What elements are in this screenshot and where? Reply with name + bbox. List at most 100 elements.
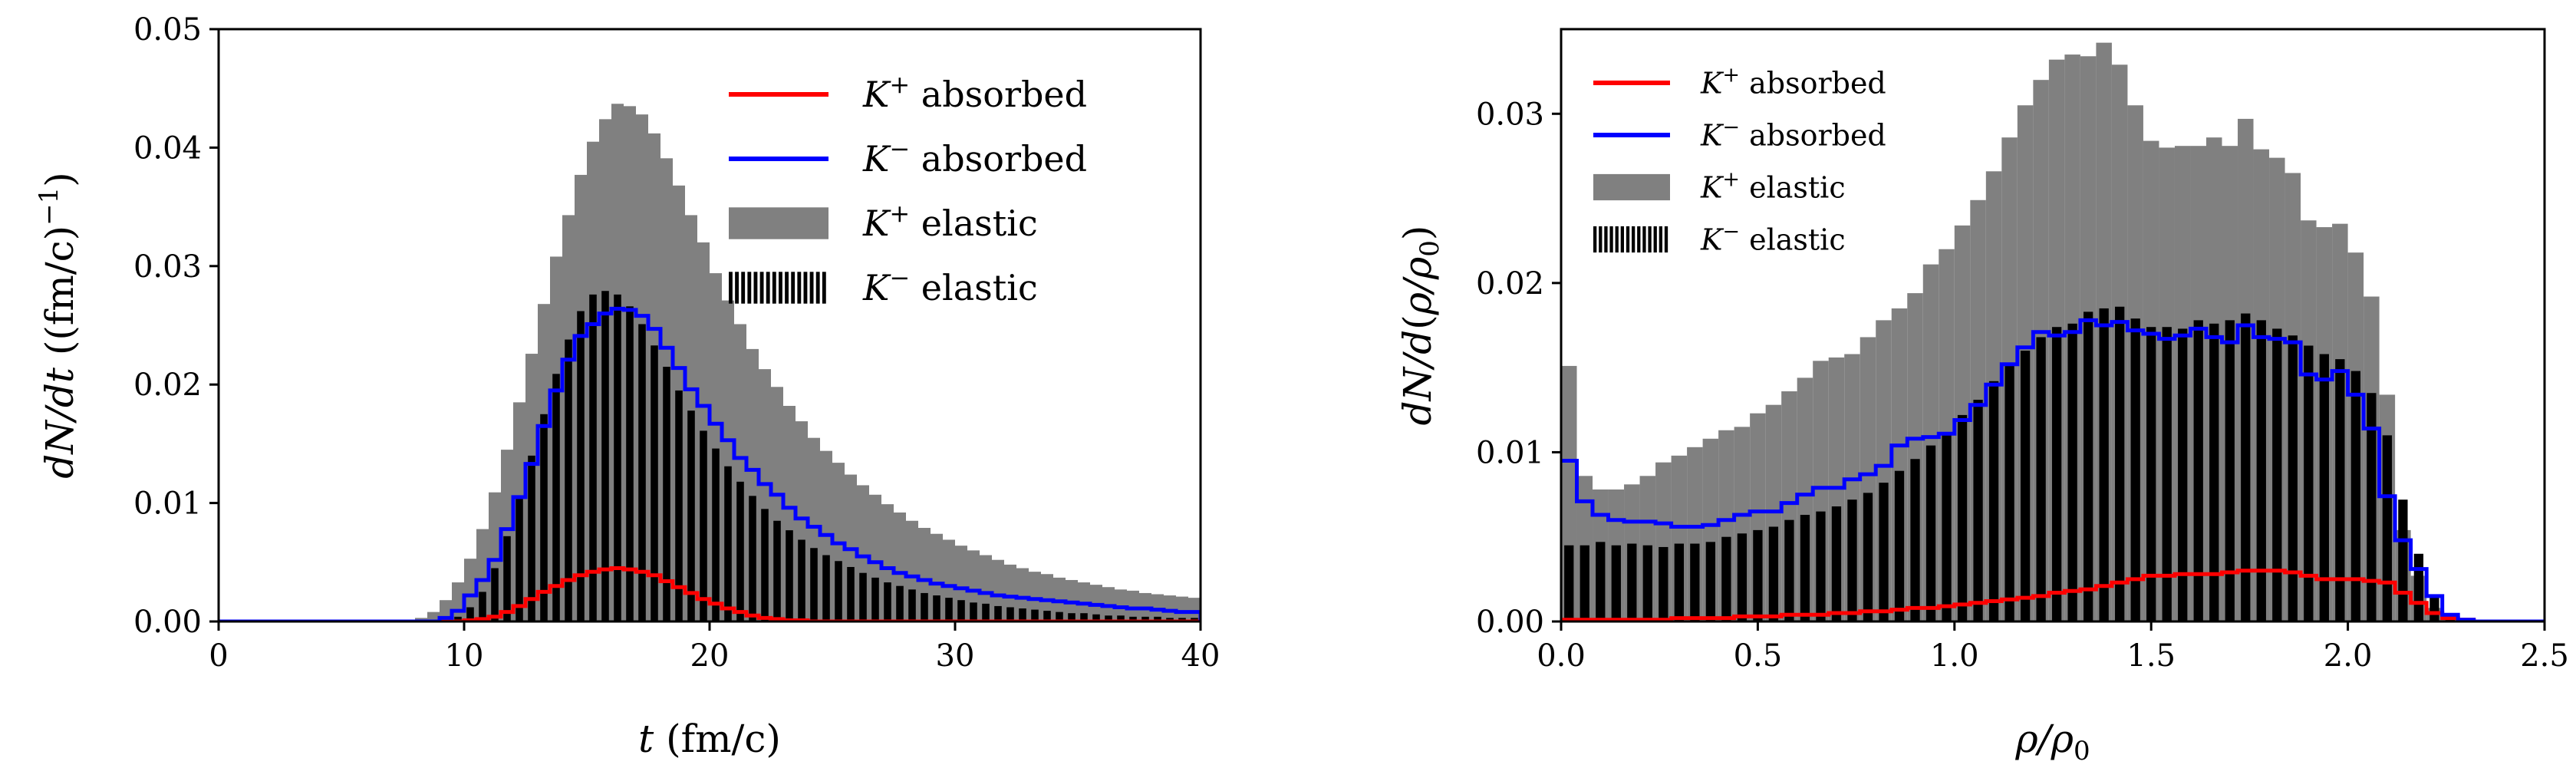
axes-frame — [1560, 28, 2546, 623]
bar-k-minus-elastic-39 — [700, 430, 707, 621]
legend-handle-k-elastic — [1593, 173, 1670, 201]
bar-k-minus-elastic-44 — [761, 509, 769, 621]
bar-k-minus-elastic-15 — [1800, 515, 1810, 621]
bar-k-minus-elastic-35 — [2115, 306, 2125, 621]
x-tick-label: 1.5 — [2126, 638, 2176, 674]
bar-k-minus-elastic-39 — [2178, 328, 2188, 621]
bar-k-minus-elastic-55 — [2429, 595, 2439, 621]
bar-k-minus-elastic-62 — [982, 603, 990, 621]
legend-hatch-bar — [1620, 226, 1624, 253]
bar-k-minus-elastic-21 — [479, 592, 486, 621]
bar-k-minus-elastic-13 — [1768, 526, 1779, 621]
bar-k-minus-elastic-7 — [1674, 543, 1684, 621]
bar-k-plus-elastic-17 — [427, 612, 440, 621]
bar-k-minus-elastic-8 — [1690, 543, 1700, 621]
bar-k-plus-elastic-66 — [1029, 572, 1041, 621]
x-axis-label: t (fm/c) — [638, 717, 781, 761]
bar-k-minus-elastic-55 — [896, 585, 904, 621]
bar-k-minus-elastic-47 — [2304, 345, 2314, 621]
legend-hatch-bar — [803, 272, 808, 304]
bar-k-minus-elastic-67 — [1043, 611, 1051, 621]
step-line-k-absorbed — [219, 566, 1201, 621]
bar-k-minus-elastic-75 — [1141, 616, 1149, 621]
bar-k-minus-elastic-72 — [1105, 615, 1112, 621]
legend-hatch-bar — [759, 272, 764, 304]
bar-k-minus-elastic-44 — [2256, 320, 2266, 621]
x-axis-label: ρ/ρ0 — [2014, 717, 2090, 766]
bar-k-minus-elastic-18 — [1847, 499, 1857, 621]
x-tick-label: 2.0 — [2324, 638, 2373, 674]
bar-k-minus-elastic-59 — [945, 598, 953, 621]
bar-k-minus-elastic-48 — [810, 548, 818, 621]
y-axis-label: dN/dt ((fm/c)−1) — [34, 172, 82, 479]
right-panel-density-distribution: 0.0 0.5 1.0 1.5 2.0 2.5 0.00 0.01 0.02 0.03 ρ/ρ0 dN… — [1395, 28, 2569, 766]
bar-k-minus-elastic-56 — [908, 589, 916, 621]
bar-k-minus-elastic-43 — [749, 496, 756, 621]
legend-label-k-elastic: K− elastic — [862, 263, 1038, 308]
bar-k-plus-elastic-77 — [1164, 595, 1176, 621]
y-tick-label: 0.00 — [1476, 605, 1544, 640]
bar-k-minus-elastic-42 — [736, 481, 744, 621]
y-tick-label: 0.02 — [133, 368, 202, 403]
bar-k-minus-elastic-29 — [577, 311, 585, 621]
step-line-k-absorbed — [219, 306, 1201, 621]
bar-k-minus-elastic-22 — [491, 568, 499, 621]
bar-k-minus-elastic-2 — [1596, 542, 1606, 621]
bar-k-minus-elastic-5 — [1642, 545, 1652, 621]
x-tick-label: 10 — [445, 638, 484, 674]
x-tick-label: 0.5 — [1734, 638, 1783, 674]
legend-hatch-bar — [815, 272, 820, 304]
bar-k-minus-elastic-19 — [454, 616, 462, 621]
bar-k-minus-elastic-42 — [2225, 320, 2235, 621]
bar-k-minus-elastic-76 — [1154, 616, 1161, 621]
bar-k-minus-elastic-28 — [2004, 365, 2014, 621]
bar-k-minus-elastic-53 — [2398, 499, 2408, 621]
bar-k-minus-elastic-41 — [2209, 323, 2219, 621]
x-tick-label: 0.0 — [1537, 638, 1586, 674]
legend-hatch-bar — [1632, 226, 1636, 253]
bar-k-minus-elastic-21 — [1894, 470, 1905, 621]
y-tick-label: 0.03 — [133, 249, 202, 285]
bar-k-minus-elastic-40 — [712, 448, 720, 621]
x-tick-label: 1.0 — [1930, 638, 1979, 674]
legend-hatch-bar — [809, 272, 814, 304]
bar-k-minus-elastic-50 — [835, 561, 842, 621]
bar-k-minus-elastic-10 — [1721, 536, 1731, 621]
legend-hatch-bar — [1653, 226, 1657, 253]
y-tick-label: 0.05 — [133, 12, 202, 48]
legend-hatch-bar — [1659, 226, 1662, 253]
bar-k-minus-elastic-49 — [822, 555, 830, 621]
plot-area — [1561, 42, 2545, 621]
bar-k-minus-elastic-3 — [1611, 545, 1621, 621]
bar-k-minus-elastic-46 — [2288, 335, 2298, 621]
legend-hatch-bar — [729, 272, 733, 304]
bar-k-minus-elastic-32 — [2067, 323, 2077, 621]
bar-k-minus-elastic-52 — [2382, 435, 2393, 621]
legend-hatch-bar — [1642, 226, 1646, 253]
bar-k-minus-elastic-51 — [2367, 393, 2377, 621]
bar-k-minus-elastic-37 — [2146, 327, 2156, 621]
legend-handle-k-elastic — [1593, 226, 1668, 253]
bar-k-minus-elastic-46 — [786, 530, 793, 621]
bar-k-minus-elastic-25 — [1957, 414, 1968, 621]
bar-k-minus-elastic-40 — [2193, 320, 2203, 621]
bar-k-minus-elastic-24 — [1942, 435, 1952, 621]
x-tick-label: 40 — [1181, 638, 1220, 674]
legend-hatch-bar — [753, 272, 758, 304]
legend-hatch-bar — [1648, 226, 1652, 253]
bar-k-minus-elastic-74 — [1129, 616, 1137, 621]
bar-k-minus-elastic-54 — [2413, 553, 2424, 621]
bar-k-minus-elastic-26 — [1973, 400, 1983, 621]
legend-hatch-bar — [791, 272, 796, 304]
bar-k-minus-elastic-16 — [1816, 511, 1826, 621]
bar-k-minus-elastic-47 — [798, 539, 805, 621]
bar-k-plus-elastic-20 — [464, 559, 476, 621]
y-tick-label: 0.04 — [133, 130, 202, 166]
x-tick-label: 0 — [209, 638, 228, 674]
legend-hatch-bar — [779, 272, 782, 304]
legend-label-k-absorbed: K− absorbed — [1700, 115, 1886, 152]
bar-k-minus-elastic-69 — [1068, 613, 1076, 621]
bar-k-minus-elastic-28 — [565, 339, 572, 621]
legend-label-k-absorbed: K+ absorbed — [1700, 63, 1886, 100]
